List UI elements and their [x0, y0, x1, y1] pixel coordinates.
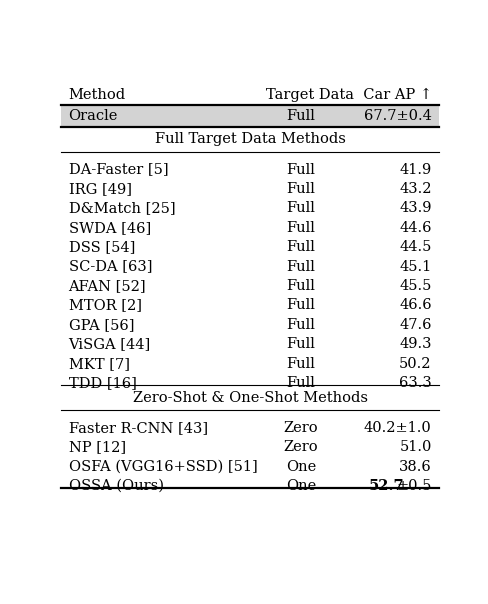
- Text: SWDA [46]: SWDA [46]: [68, 220, 151, 235]
- Text: Zero: Zero: [284, 440, 319, 454]
- Text: MTOR [2]: MTOR [2]: [68, 298, 142, 312]
- Text: 63.3: 63.3: [399, 376, 431, 390]
- Text: Method: Method: [68, 88, 126, 102]
- Text: 38.6: 38.6: [399, 460, 431, 474]
- Text: 43.2: 43.2: [399, 182, 431, 196]
- Text: Full: Full: [287, 356, 316, 371]
- Text: DSS [54]: DSS [54]: [68, 240, 135, 254]
- Text: 41.9: 41.9: [399, 162, 431, 176]
- Text: 43.9: 43.9: [399, 201, 431, 216]
- Text: Full: Full: [287, 220, 316, 235]
- Text: One: One: [286, 460, 316, 474]
- Text: One: One: [286, 479, 316, 493]
- Text: 67.7±0.4: 67.7±0.4: [364, 109, 431, 123]
- Text: Full: Full: [287, 240, 316, 254]
- Text: 45.1: 45.1: [399, 260, 431, 274]
- Text: 51.0: 51.0: [399, 440, 431, 454]
- Text: 50.2: 50.2: [399, 356, 431, 371]
- Text: 45.5: 45.5: [399, 279, 431, 293]
- Text: IRG [49]: IRG [49]: [68, 182, 132, 196]
- Text: Full Target Data Methods: Full Target Data Methods: [155, 132, 346, 146]
- Text: OSSA (Ours): OSSA (Ours): [68, 479, 163, 493]
- Text: OSFA (VGG16+SSD) [51]: OSFA (VGG16+SSD) [51]: [68, 460, 257, 474]
- Text: SC-DA [63]: SC-DA [63]: [68, 260, 152, 274]
- Text: 40.2±1.0: 40.2±1.0: [364, 421, 431, 435]
- Text: Zero: Zero: [284, 421, 319, 435]
- Text: 49.3: 49.3: [399, 337, 431, 352]
- Text: 44.5: 44.5: [399, 240, 431, 254]
- Text: 44.6: 44.6: [399, 220, 431, 235]
- Text: Faster R-CNN [43]: Faster R-CNN [43]: [68, 421, 208, 435]
- Text: 46.6: 46.6: [399, 298, 431, 312]
- Text: Oracle: Oracle: [68, 109, 118, 123]
- Text: MKT [7]: MKT [7]: [68, 356, 130, 371]
- Text: AFAN [52]: AFAN [52]: [68, 279, 146, 293]
- Text: Full: Full: [287, 260, 316, 274]
- Text: Zero-Shot & One-Shot Methods: Zero-Shot & One-Shot Methods: [133, 391, 367, 405]
- Text: Target Data  Car AP ↑: Target Data Car AP ↑: [265, 88, 431, 102]
- Text: Full: Full: [287, 201, 316, 216]
- Text: Full: Full: [287, 182, 316, 196]
- Text: ±0.5: ±0.5: [396, 479, 431, 493]
- Text: Full: Full: [287, 162, 316, 176]
- Text: Full: Full: [287, 109, 316, 123]
- Text: Full: Full: [287, 279, 316, 293]
- Text: Full: Full: [287, 298, 316, 312]
- Text: ViSGA [44]: ViSGA [44]: [68, 337, 151, 352]
- Text: 52.7: 52.7: [369, 479, 405, 493]
- Text: D&Match [25]: D&Match [25]: [68, 201, 175, 216]
- Text: Full: Full: [287, 318, 316, 332]
- Text: GPA [56]: GPA [56]: [68, 318, 134, 332]
- Text: DA-Faster [5]: DA-Faster [5]: [68, 162, 168, 176]
- Text: NP [12]: NP [12]: [68, 440, 126, 454]
- Text: Full: Full: [287, 337, 316, 352]
- Bar: [61, 106, 439, 127]
- Text: Full: Full: [287, 376, 316, 390]
- Text: TDD [16]: TDD [16]: [68, 376, 137, 390]
- Text: 47.6: 47.6: [399, 318, 431, 332]
